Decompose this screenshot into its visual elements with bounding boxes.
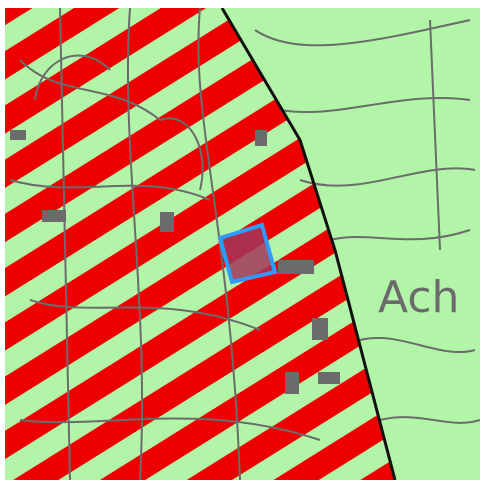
map-area: Ach: [5, 8, 480, 480]
contour-lines: [9, 8, 480, 480]
building-marks: [10, 130, 340, 394]
boundary-line: [220, 8, 397, 480]
selected-parcel: [217, 222, 278, 285]
place-label: Ach: [378, 272, 459, 323]
